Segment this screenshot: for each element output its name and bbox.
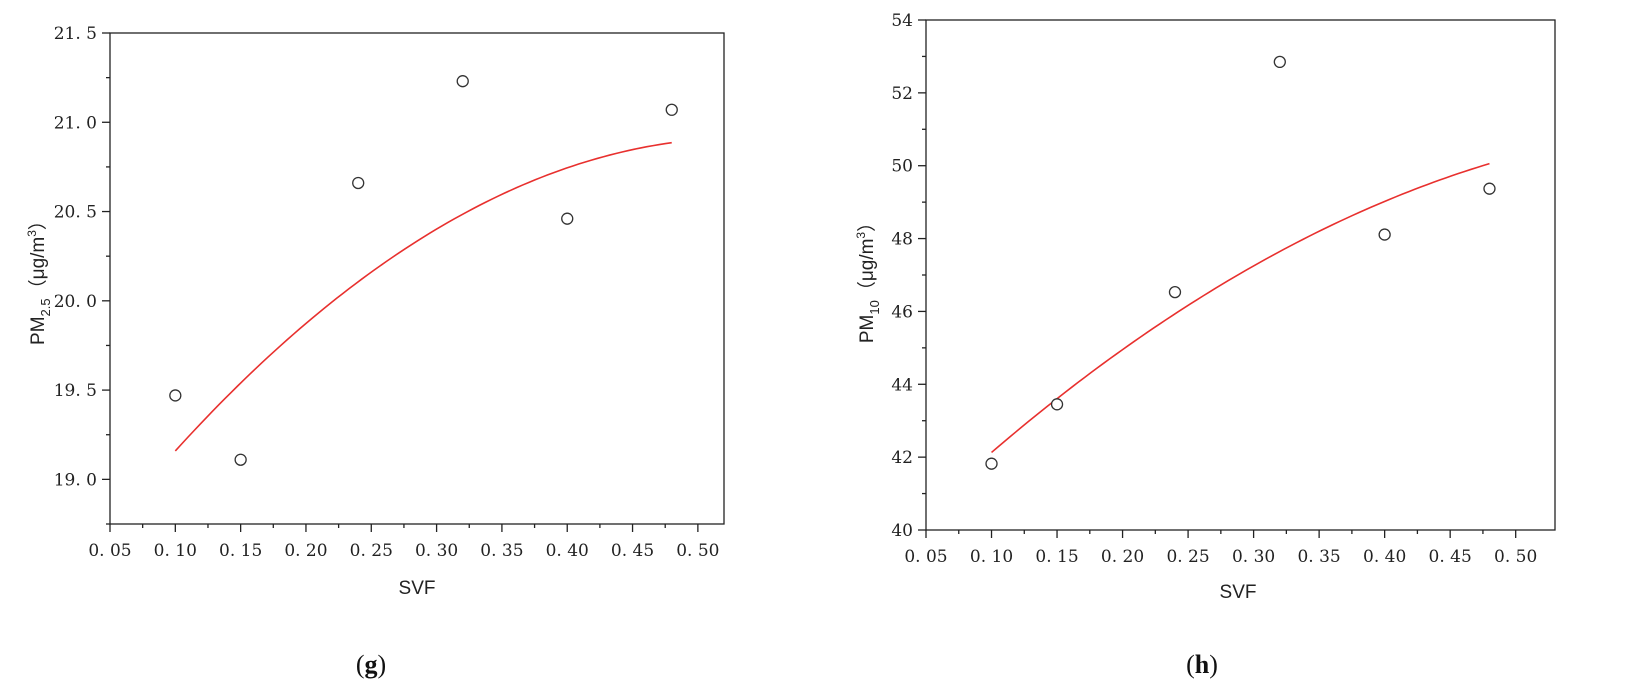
x-tick-label-h-7: 0. 40: [1363, 547, 1406, 567]
plot-frame-g: [109, 32, 725, 525]
y-tick-label-h-6: 52: [891, 84, 913, 104]
fit-curve-g: [174, 141, 672, 452]
y-tick-label-h-2: 44: [891, 375, 913, 395]
x-tick-label-h-2: 0. 15: [1035, 547, 1078, 567]
panel-label-h: (h): [1186, 650, 1218, 679]
y-tick-label-h-5: 50: [891, 157, 913, 177]
data-point-g-4: [561, 212, 574, 225]
plot-frame-h: [925, 19, 1556, 531]
y-tick-label-g-4: 21. 0: [54, 113, 97, 133]
x-tick-label-g-4: 0. 25: [350, 541, 393, 561]
y-tick-label-g-0: 19. 0: [54, 470, 97, 490]
x-tick-label-g-7: 0. 40: [546, 541, 589, 561]
chart-panel-g: 0. 05 0. 10 0. 15 0. 20 0. 25 0. 30 0. 35 0. 40…: [25, 24, 725, 679]
y-tick-label-h-0: 40: [891, 521, 913, 541]
data-points-g: [169, 75, 678, 466]
data-point-g-5: [665, 103, 678, 116]
x-tick-label-h-1: 0. 10: [970, 547, 1013, 567]
x-tick-label-g-1: 0. 10: [154, 541, 197, 561]
x-axis-g: 0. 05 0. 10 0. 15 0. 20 0. 25 0. 30 0. 35 0. 40…: [88, 524, 720, 561]
y-tick-label-h-3: 46: [891, 302, 913, 322]
y-axis-title-h: PM10（μg/m3）: [854, 213, 882, 343]
x-tick-label-h-8: 0. 45: [1429, 547, 1472, 567]
x-axis-h: 0. 05 0. 10 0. 15 0. 20 0. 25 0. 30 0. 35 0. 40…: [904, 530, 1537, 567]
x-tick-label-h-3: 0. 20: [1101, 547, 1144, 567]
x-tick-label-h-4: 0. 25: [1166, 547, 1209, 567]
x-tick-label-g-5: 0. 30: [415, 541, 458, 561]
data-point-g-2: [352, 176, 365, 190]
x-tick-label-g-9: 0. 50: [676, 541, 719, 561]
x-axis-title-g: SVF: [399, 578, 436, 599]
chart-panel-h: 0. 05 0. 10 0. 15 0. 20 0. 25 0. 30 0. 35 0. 40…: [854, 11, 1556, 679]
x-tick-label-h-9: 0. 50: [1494, 547, 1537, 567]
data-point-h-4: [1378, 228, 1391, 241]
x-tick-label-h-5: 0. 30: [1232, 547, 1275, 567]
y-axis-title-g: PM2.5（μg/m3）: [25, 211, 53, 345]
data-point-h-1: [1050, 398, 1064, 411]
x-tick-label-g-2: 0. 15: [219, 541, 262, 561]
y-tick-label-g-5: 21. 5: [54, 24, 97, 44]
data-point-h-3: [1273, 55, 1286, 69]
data-point-g-0: [169, 389, 182, 402]
y-axis-h: 40 42 44 46 48 50 52 54: [891, 11, 926, 541]
data-point-h-5: [1483, 182, 1496, 195]
x-tick-label-h-6: 0. 35: [1297, 547, 1340, 567]
y-tick-label-h-4: 48: [891, 230, 913, 250]
y-tick-label-h-7: 54: [891, 11, 913, 31]
x-tick-label-h-0: 0. 05: [904, 547, 947, 567]
x-tick-label-g-0: 0. 05: [88, 541, 131, 561]
y-tick-label-g-2: 20. 0: [54, 292, 97, 312]
x-tick-label-g-3: 0. 20: [284, 541, 327, 561]
x-axis-title-h: SVF: [1220, 582, 1257, 603]
y-tick-label-g-1: 19. 5: [54, 381, 97, 401]
data-point-h-0: [985, 457, 998, 470]
data-point-g-3: [456, 75, 469, 88]
y-tick-label-h-1: 42: [891, 448, 913, 468]
x-tick-label-g-8: 0. 45: [611, 541, 654, 561]
fit-curve-h: [991, 162, 1490, 454]
panel-label-g: (g): [356, 650, 386, 679]
y-tick-label-g-3: 20. 5: [54, 203, 97, 223]
x-tick-label-g-6: 0. 35: [480, 541, 523, 561]
y-axis-g: 19. 0 19. 5 20. 0 20. 5 21. 0 21. 5: [54, 24, 110, 525]
data-point-h-2: [1168, 285, 1182, 299]
data-points-h: [985, 55, 1496, 470]
data-point-g-1: [234, 453, 247, 466]
